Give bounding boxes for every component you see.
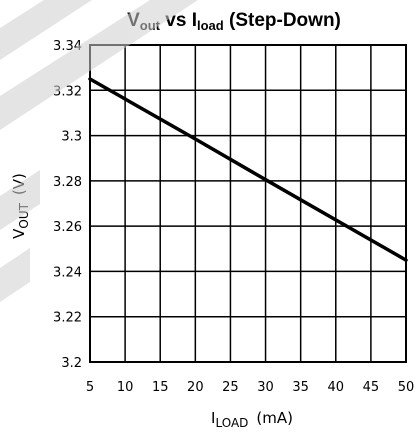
x-tick-label: 45 <box>363 380 380 395</box>
title-iload-subscript: load <box>197 18 224 33</box>
x-axis-label-subscript: LOAD <box>215 416 248 430</box>
series-group <box>88 77 408 262</box>
x-tick-label: 35 <box>292 380 309 395</box>
y-axis-label-main: V <box>10 228 28 239</box>
x-tick-label: 40 <box>328 380 345 395</box>
x-tick-label: 30 <box>257 380 274 395</box>
y-tick-label: 3.22 <box>53 311 82 326</box>
y-tick-label: 3.28 <box>53 175 82 190</box>
watermark-band <box>0 0 198 130</box>
x-tick-label: 25 <box>222 380 239 395</box>
x-tick-label: 20 <box>187 380 204 395</box>
watermark-band <box>0 170 40 230</box>
title-iload: I <box>192 10 197 31</box>
grid <box>89 44 407 363</box>
x-axis-label-main: I <box>211 409 215 427</box>
watermark <box>0 0 198 302</box>
x-tick-label: 5 <box>86 380 94 395</box>
x-axis-label: ILOAD (mA) <box>211 409 293 430</box>
x-axis-label-unit: (mA) <box>256 409 293 427</box>
watermark-band <box>0 0 92 60</box>
title-suffix: (Step-Down) <box>224 10 341 31</box>
x-tick-label: 10 <box>117 380 134 395</box>
x-tick-label: 15 <box>152 380 169 395</box>
series-line <box>88 77 408 262</box>
y-tick-label: 3.26 <box>53 220 82 235</box>
y-tick-label: 3.3 <box>61 130 82 145</box>
watermark-band <box>0 248 30 302</box>
y-tick-labels: 3.23.223.243.263.283.33.323.34 <box>53 39 82 371</box>
y-tick-label: 3.24 <box>53 265 82 280</box>
x-tick-label: 50 <box>398 380 415 395</box>
x-tick-labels: 5 10 15 20 25 30 35 40 45 50 <box>86 380 414 395</box>
y-tick-label: 3.2 <box>61 356 82 371</box>
plot-frame <box>89 44 407 363</box>
